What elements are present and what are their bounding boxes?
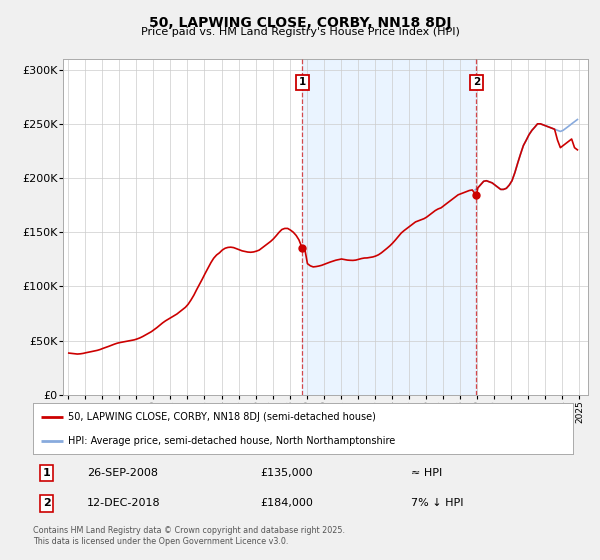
Text: 7% ↓ HPI: 7% ↓ HPI bbox=[411, 498, 464, 508]
Text: 1: 1 bbox=[43, 468, 50, 478]
Text: £135,000: £135,000 bbox=[260, 468, 313, 478]
Text: 2: 2 bbox=[473, 77, 480, 87]
Text: HPI: Average price, semi-detached house, North Northamptonshire: HPI: Average price, semi-detached house,… bbox=[68, 436, 395, 446]
Text: £184,000: £184,000 bbox=[260, 498, 313, 508]
Text: 50, LAPWING CLOSE, CORBY, NN18 8DJ: 50, LAPWING CLOSE, CORBY, NN18 8DJ bbox=[149, 16, 451, 30]
Text: 12-DEC-2018: 12-DEC-2018 bbox=[87, 498, 161, 508]
Text: 2: 2 bbox=[43, 498, 50, 508]
Text: 26-SEP-2008: 26-SEP-2008 bbox=[87, 468, 158, 478]
Text: Price paid vs. HM Land Registry's House Price Index (HPI): Price paid vs. HM Land Registry's House … bbox=[140, 27, 460, 37]
Text: Contains HM Land Registry data © Crown copyright and database right 2025.
This d: Contains HM Land Registry data © Crown c… bbox=[33, 526, 345, 546]
Bar bbox=[302, 59, 476, 395]
Text: ≈ HPI: ≈ HPI bbox=[411, 468, 442, 478]
Text: 50, LAPWING CLOSE, CORBY, NN18 8DJ (semi-detached house): 50, LAPWING CLOSE, CORBY, NN18 8DJ (semi… bbox=[68, 412, 376, 422]
Text: 1: 1 bbox=[299, 77, 306, 87]
